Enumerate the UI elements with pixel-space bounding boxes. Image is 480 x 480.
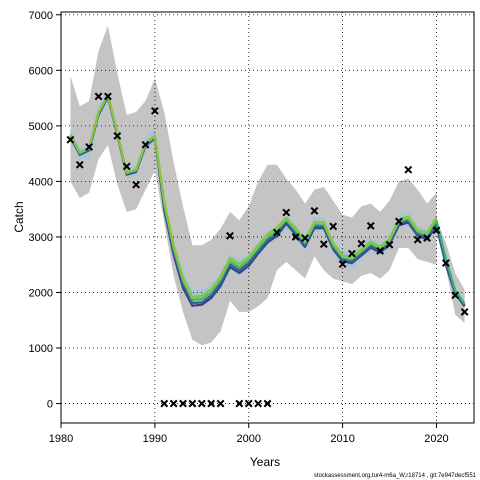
footer-stamp: stockassessment.org,tur4-m6a_W,r18714 , …: [314, 473, 477, 479]
x-axis-title: Years: [250, 455, 280, 469]
y-axis: 0 1000 2000 3000 4000 5000 6000 7000: [29, 10, 61, 411]
observed-point: [113, 131, 122, 140]
plot-frame: [60, 11, 475, 424]
observed-point: [357, 239, 366, 248]
series-line-5: [69, 93, 438, 298]
observed-point: [179, 399, 187, 408]
observed-point: [366, 221, 375, 230]
observed-point: [451, 291, 460, 300]
y-tick-label: 5000: [29, 121, 53, 133]
observed-point: [413, 235, 422, 244]
y-tick-label: 2000: [29, 287, 53, 299]
series-lines: [69, 93, 466, 308]
observed-point: [216, 399, 225, 408]
observed-point: [226, 231, 234, 240]
observed-point: [244, 399, 253, 408]
projection-line-3: [435, 220, 466, 305]
observed-point: [254, 399, 263, 408]
inner-confidence-band: [70, 89, 437, 307]
y-tick-label: 6000: [29, 65, 53, 77]
observed-point: [207, 399, 216, 408]
x-axis: 1980 1990 2000 2010 2020: [49, 423, 449, 445]
observed-point: [160, 399, 169, 408]
observed-point: [319, 240, 328, 249]
observed-point: [423, 234, 431, 242]
confidence-bands: [70, 25, 465, 346]
grid-lines: [60, 12, 474, 423]
observed-point: [150, 106, 159, 115]
observed-points: [66, 92, 469, 408]
observed-point: [301, 234, 309, 242]
observed-point: [310, 206, 319, 215]
observed-point: [188, 399, 197, 408]
y-tick-label: 7000: [29, 10, 53, 22]
observed-point: [169, 399, 178, 408]
x-tick-label: 2010: [330, 433, 354, 445]
observed-point: [85, 143, 94, 151]
observed-point: [141, 140, 150, 149]
observed-point: [432, 226, 441, 235]
observed-point: [66, 135, 75, 144]
x-tick-label: 1980: [49, 433, 73, 445]
x-tick-label: 2020: [424, 433, 448, 445]
observed-point: [94, 92, 103, 101]
observed-point: [395, 217, 403, 226]
outer-confidence-band: [70, 25, 437, 346]
observed-point: [263, 399, 272, 408]
x-tick-label: 1990: [143, 433, 167, 445]
observed-point: [441, 259, 450, 267]
y-axis-title: Catch: [12, 201, 26, 232]
observed-point: [197, 399, 206, 408]
observed-point: [282, 208, 291, 217]
observed-point: [404, 165, 413, 174]
observed-point: [348, 249, 356, 258]
observed-point: [132, 180, 140, 189]
observed-point: [376, 246, 385, 255]
x-tick-label: 2000: [236, 433, 260, 445]
y-tick-label: 3000: [29, 232, 53, 244]
observed-point: [104, 92, 112, 101]
observed-point: [122, 162, 131, 171]
observed-point: [329, 222, 338, 231]
y-tick-label: 1000: [29, 343, 53, 355]
y-tick-label: 0: [47, 399, 53, 411]
observed-point: [291, 233, 300, 241]
observed-point: [272, 228, 281, 237]
observed-point: [235, 399, 244, 408]
observed-point: [338, 260, 347, 269]
observed-point: [460, 308, 469, 316]
y-tick-label: 4000: [29, 176, 53, 188]
observed-point: [75, 160, 84, 169]
observed-point: [385, 240, 394, 249]
